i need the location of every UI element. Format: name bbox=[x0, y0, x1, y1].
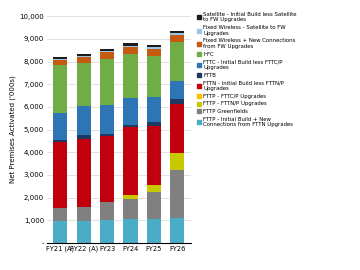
Bar bbox=[123, 46, 138, 47]
Bar bbox=[100, 49, 114, 51]
Bar bbox=[170, 170, 184, 218]
Bar bbox=[123, 47, 138, 54]
Bar bbox=[77, 139, 91, 207]
Bar bbox=[53, 57, 67, 59]
Bar bbox=[100, 136, 114, 202]
Bar bbox=[53, 113, 67, 140]
Bar bbox=[170, 33, 184, 35]
Bar bbox=[170, 31, 184, 33]
Y-axis label: Net Premises Activated ('000s): Net Premises Activated ('000s) bbox=[10, 76, 17, 184]
Bar bbox=[77, 54, 91, 56]
Bar bbox=[123, 54, 138, 98]
Bar bbox=[123, 98, 138, 125]
Bar bbox=[170, 153, 184, 170]
Bar bbox=[100, 52, 114, 59]
Bar bbox=[123, 43, 138, 46]
Bar bbox=[123, 199, 138, 219]
Bar bbox=[53, 142, 67, 208]
Bar bbox=[100, 51, 114, 52]
Bar bbox=[123, 125, 138, 127]
Bar bbox=[123, 219, 138, 243]
Bar bbox=[147, 185, 161, 192]
Bar bbox=[147, 126, 161, 185]
Bar bbox=[100, 105, 114, 134]
Bar bbox=[77, 207, 91, 221]
Bar bbox=[77, 63, 91, 106]
Bar bbox=[100, 220, 114, 243]
Legend: Satellite - Initial Build less Satellite
to FW Upgrades, Fixed Wireless - Satell: Satellite - Initial Build less Satellite… bbox=[197, 12, 297, 127]
Bar bbox=[123, 127, 138, 195]
Bar bbox=[170, 103, 184, 153]
Bar bbox=[77, 106, 91, 135]
Bar bbox=[170, 42, 184, 81]
Bar bbox=[147, 192, 161, 219]
Bar bbox=[100, 202, 114, 220]
Bar bbox=[170, 218, 184, 243]
Bar bbox=[53, 140, 67, 142]
Bar bbox=[77, 56, 91, 57]
Bar bbox=[100, 59, 114, 105]
Bar bbox=[77, 135, 91, 139]
Bar bbox=[147, 122, 161, 126]
Bar bbox=[147, 47, 161, 49]
Bar bbox=[77, 57, 91, 63]
Bar bbox=[77, 221, 91, 243]
Bar bbox=[147, 56, 161, 97]
Bar bbox=[147, 219, 161, 243]
Bar bbox=[53, 65, 67, 113]
Bar bbox=[100, 134, 114, 136]
Bar bbox=[53, 221, 67, 243]
Bar bbox=[53, 59, 67, 60]
Bar bbox=[53, 208, 67, 221]
Bar bbox=[170, 35, 184, 42]
Bar bbox=[123, 195, 138, 199]
Bar bbox=[170, 99, 184, 103]
Bar bbox=[53, 60, 67, 65]
Bar bbox=[147, 49, 161, 56]
Bar bbox=[147, 97, 161, 122]
Bar bbox=[170, 81, 184, 99]
Bar bbox=[147, 45, 161, 47]
